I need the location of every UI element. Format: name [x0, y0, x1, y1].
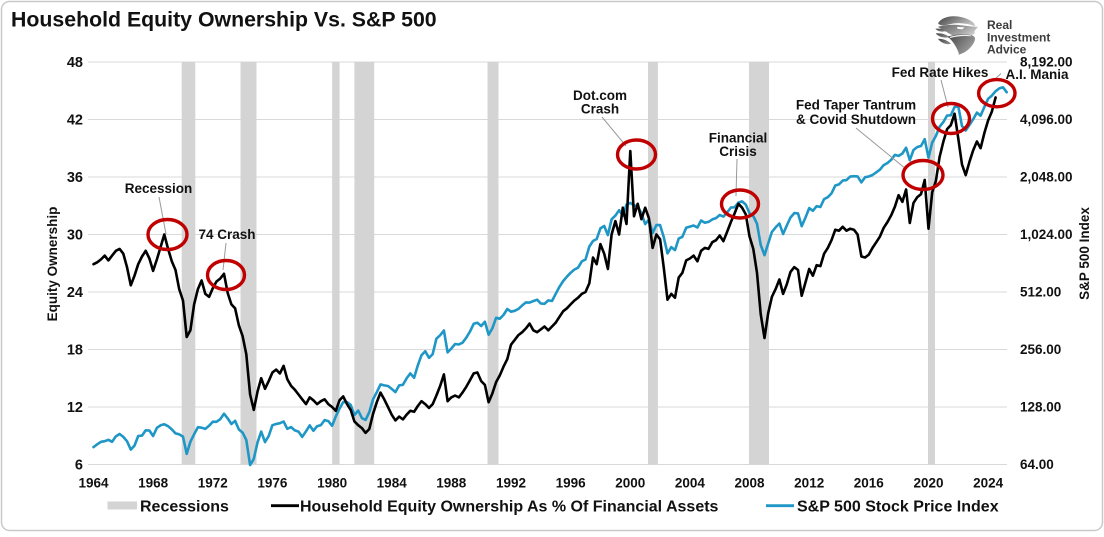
- svg-text:128.00: 128.00: [1020, 400, 1061, 415]
- svg-text:A.I. Mania: A.I. Mania: [1005, 67, 1069, 82]
- svg-text:Equity Ownership: Equity Ownership: [45, 207, 60, 322]
- svg-text:2024: 2024: [973, 476, 1004, 491]
- svg-text:8,192.00: 8,192.00: [1020, 55, 1073, 70]
- svg-text:2020: 2020: [913, 476, 943, 491]
- svg-text:1996: 1996: [556, 476, 587, 491]
- svg-text:48: 48: [67, 55, 83, 71]
- svg-text:12: 12: [67, 400, 83, 416]
- svg-text:2004: 2004: [675, 476, 706, 491]
- svg-text:1968: 1968: [138, 476, 169, 491]
- svg-text:Household Equity Ownership As: Household Equity Ownership As % Of Finan…: [300, 499, 719, 516]
- svg-text:4,096.00: 4,096.00: [1020, 112, 1073, 127]
- svg-text:1980: 1980: [317, 476, 347, 491]
- svg-text:2,048.00: 2,048.00: [1020, 170, 1073, 185]
- svg-text:2016: 2016: [854, 476, 885, 491]
- svg-text:Fed Rate Hikes: Fed Rate Hikes: [892, 65, 989, 80]
- svg-text:Dot.com: Dot.com: [573, 88, 627, 103]
- svg-text:1,024.00: 1,024.00: [1020, 227, 1073, 242]
- svg-text:24: 24: [67, 285, 83, 301]
- svg-text:74 Crash: 74 Crash: [198, 227, 255, 242]
- svg-text:S&P 500 Index: S&P 500 Index: [1077, 207, 1092, 300]
- svg-text:36: 36: [67, 170, 83, 186]
- svg-text:1972: 1972: [198, 476, 228, 491]
- svg-text:Financial: Financial: [709, 131, 768, 146]
- svg-text:Real: Real: [987, 18, 1012, 32]
- svg-text:Recessions: Recessions: [140, 499, 229, 516]
- svg-text:Crisis: Crisis: [719, 144, 757, 159]
- svg-text:1988: 1988: [436, 476, 467, 491]
- svg-text:1964: 1964: [78, 476, 109, 491]
- svg-text:Advice: Advice: [987, 43, 1027, 57]
- svg-text:& Covid Shutdown: & Covid Shutdown: [796, 112, 916, 127]
- svg-text:Household Equity Ownership Vs.: Household Equity Ownership Vs. S&P 500: [11, 8, 437, 32]
- svg-text:1984: 1984: [377, 476, 408, 491]
- svg-text:30: 30: [67, 228, 83, 244]
- svg-text:Recession: Recession: [125, 181, 193, 196]
- svg-text:2012: 2012: [794, 476, 824, 491]
- svg-text:42: 42: [67, 113, 83, 129]
- svg-text:Fed Taper Tantrum: Fed Taper Tantrum: [796, 98, 916, 113]
- svg-text:6: 6: [75, 458, 83, 474]
- svg-text:2000: 2000: [615, 476, 645, 491]
- svg-text:S&P 500 Stock Price Index: S&P 500 Stock Price Index: [797, 499, 999, 516]
- svg-text:512.00: 512.00: [1020, 285, 1061, 300]
- svg-text:1976: 1976: [257, 476, 288, 491]
- svg-text:Crash: Crash: [581, 102, 619, 117]
- svg-text:64.00: 64.00: [1020, 457, 1054, 472]
- svg-text:2008: 2008: [734, 476, 765, 491]
- svg-text:18: 18: [67, 343, 83, 359]
- svg-text:Investment: Investment: [987, 31, 1050, 45]
- svg-text:1992: 1992: [496, 476, 526, 491]
- svg-text:256.00: 256.00: [1020, 342, 1061, 357]
